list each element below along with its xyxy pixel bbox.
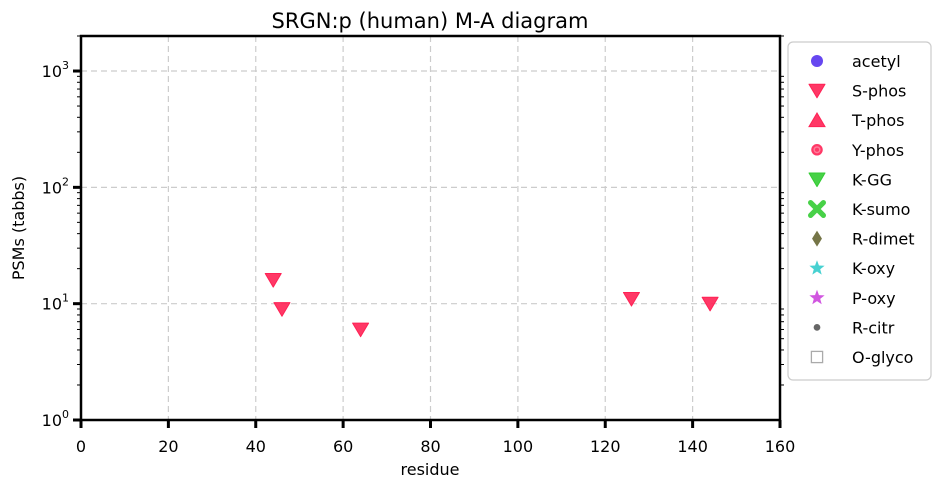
grid-lines <box>81 36 780 420</box>
y-tick-label: 103 <box>42 59 69 81</box>
y-tick-exponent: 0 <box>62 408 69 421</box>
x-tick-label: 100 <box>503 437 534 456</box>
x-axis-ticks: 0 20 40 60 80 100 120 140 160 <box>76 420 795 456</box>
x-tick-label: 0 <box>76 437 86 456</box>
legend-label: O-glyco <box>852 348 913 367</box>
legend-marker-r-dimet <box>812 230 822 247</box>
legend-label: K-sumo <box>852 200 910 219</box>
data-point <box>352 322 370 338</box>
legend: acetyl S-phos T-phos Y-phos K-GG K-sumo R-dime… <box>787 41 932 381</box>
legend-marker-k-oxy <box>809 260 825 275</box>
legend-marker-p-oxy <box>809 289 825 305</box>
y-tick-base: 10 <box>42 62 62 81</box>
y-tick-label: 102 <box>42 175 69 197</box>
x-tick-label: 40 <box>246 437 266 456</box>
x-tick-label: 20 <box>158 437 178 456</box>
legend-marker-k-sumo <box>808 200 826 218</box>
data-points <box>264 273 719 338</box>
y-tick-label: 101 <box>42 292 69 314</box>
data-point <box>264 273 282 288</box>
y-tick-base: 10 <box>42 411 62 430</box>
y-tick-exponent: 1 <box>62 292 69 305</box>
legend-marker-y-phos <box>811 144 823 156</box>
chart-title: SRGN:p (human) M-A diagram <box>272 9 589 33</box>
legend-label: T-phos <box>851 111 905 130</box>
legend-marker-o-glyco <box>810 350 824 364</box>
y-axis-label: PSMs (tabbs) <box>9 176 28 280</box>
data-point <box>622 291 640 307</box>
data-point <box>701 296 719 312</box>
x-tick-label: 60 <box>333 437 353 456</box>
legend-label: K-GG <box>852 170 892 189</box>
x-axis-label: residue <box>401 460 460 479</box>
x-tick-label: 120 <box>590 437 621 456</box>
legend-marker-acetyl <box>811 55 823 67</box>
legend-label: Y-phos <box>851 141 904 160</box>
legend-marker-r-citr <box>813 324 821 331</box>
legend-label: R-citr <box>852 318 895 337</box>
y-tick-base: 10 <box>42 295 62 314</box>
y-tick-exponent: 2 <box>62 175 69 188</box>
y-tick-base: 10 <box>42 178 62 197</box>
legend-label: P-oxy <box>852 289 896 308</box>
legend-label: S-phos <box>852 82 906 101</box>
y-tick-label: 100 <box>42 408 69 430</box>
x-tick-label: 140 <box>677 437 708 456</box>
data-point <box>273 302 291 317</box>
y-tick-exponent: 3 <box>62 59 69 72</box>
legend-marker-k-gg <box>808 172 826 188</box>
legend-label: R-dimet <box>852 230 915 249</box>
x-tick-label: 160 <box>765 437 796 456</box>
legend-marker-s-phos <box>808 83 826 99</box>
legend-label: acetyl <box>852 52 901 71</box>
x-tick-label: 80 <box>420 437 440 456</box>
legend-marker-t-phos <box>808 112 826 128</box>
legend-label: K-oxy <box>852 259 895 278</box>
